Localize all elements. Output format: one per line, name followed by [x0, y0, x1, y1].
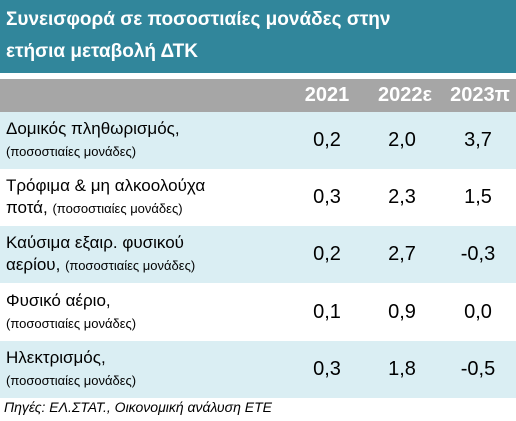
- cell-value: 1,5: [464, 186, 492, 208]
- label-text: ποτά,: [6, 198, 48, 217]
- unit-text: (ποσοστιαίες μονάδες): [6, 144, 137, 159]
- label-text: Δομικός πληθωρισμός,: [6, 119, 180, 138]
- cell-value: -0,5: [460, 358, 496, 380]
- table-row: Φυσικό αέριο, (ποσοστιαίες μονάδες) 0,1 0,9…: [0, 284, 516, 341]
- label-text: αερίου,: [6, 255, 61, 274]
- cell-value: 0,3: [313, 186, 341, 208]
- column-header: 2021: [304, 84, 350, 106]
- row-label: Καύσιμα εξαιρ. φυσικού αερίου, (ποσοστιαί…: [6, 232, 195, 277]
- cell-value: 0,2: [313, 129, 341, 151]
- header-row: 2021 2022ε 2023π: [0, 79, 516, 112]
- label-text: Καύσιμα εξαιρ. φυσικού: [6, 233, 184, 252]
- label-text: Τρόφιμα & μη αλκοολούχα: [6, 176, 206, 195]
- cell-value: 2,3: [388, 186, 416, 208]
- unit-text: (ποσοστιαίες μονάδες): [6, 316, 137, 331]
- cell-value: -0,3: [460, 243, 496, 265]
- row-label: Δομικός πληθωρισμός, (ποσοστιαίες μονάδες…: [6, 118, 180, 163]
- table-row: Τρόφιμα & μη αλκοολούχα ποτά, (ποσοστιαίε…: [0, 169, 516, 226]
- row-label: Φυσικό αέριο, (ποσοστιαίες μονάδες): [6, 290, 136, 335]
- unit-text: (ποσοστιαίες μονάδες): [6, 373, 137, 388]
- cell-value: 0,1: [313, 301, 341, 323]
- label-text: Φυσικό αέριο,: [6, 291, 111, 310]
- table-row: Ηλεκτρισμός, (ποσοστιαίες μονάδες) 0,3 1,8 -…: [0, 341, 516, 398]
- column-header: 2022ε: [378, 84, 432, 106]
- row-label: Τρόφιμα & μη αλκοολούχα ποτά, (ποσοστιαίε…: [6, 175, 205, 220]
- title-line: Συνεισφορά σε ποσοστιαίες μονάδες στην: [6, 9, 391, 30]
- row-label: Ηλεκτρισμός, (ποσοστιαίες μονάδες): [6, 347, 136, 392]
- cell-value: 2,0: [388, 129, 416, 151]
- table-row: Καύσιμα εξαιρ. φυσικού αερίου, (ποσοστιαί…: [0, 226, 516, 283]
- title-band: Συνεισφορά σε ποσοστιαίες μονάδες στην ε…: [0, 0, 516, 73]
- cell-value: 0,9: [388, 301, 416, 323]
- title-line: ετήσια μεταβολή ΔΤΚ: [6, 41, 198, 62]
- unit-text: (ποσοστιαίες μονάδες): [52, 201, 183, 216]
- source-note: Πηγές: ΕΛ.ΣΤΑΤ., Οικονομική ανάλυση ΕΤΕ: [4, 399, 272, 415]
- cell-value: 0,3: [313, 358, 341, 380]
- cell-value: 2,7: [388, 243, 416, 265]
- cell-value: 0,0: [464, 301, 492, 323]
- label-text: Ηλεκτρισμός,: [6, 348, 106, 367]
- column-header: 2023π: [450, 84, 510, 106]
- table-row: Δομικός πληθωρισμός, (ποσοστιαίες μονάδες…: [0, 112, 516, 169]
- cell-value: 3,7: [464, 129, 492, 151]
- unit-text: (ποσοστιαίες μονάδες): [65, 258, 196, 273]
- cell-value: 1,8: [388, 358, 416, 380]
- cell-value: 0,2: [313, 243, 341, 265]
